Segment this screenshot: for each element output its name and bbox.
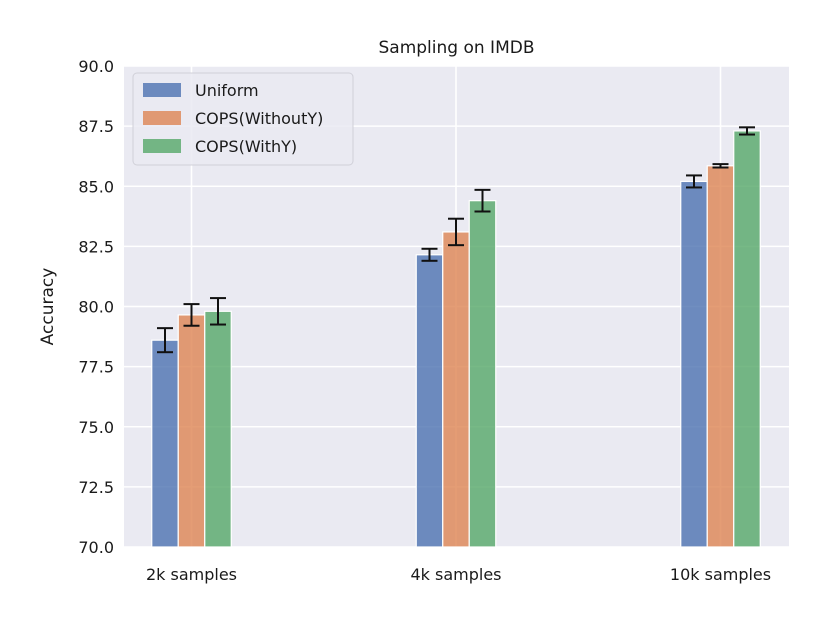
- error-bar: [712, 163, 729, 169]
- bar-cops-withouty-2: [706, 165, 735, 548]
- error-bars: [157, 126, 755, 354]
- legend-swatch: [143, 111, 181, 125]
- bar-cops-withy-2: [733, 130, 761, 548]
- error-bar: [157, 327, 173, 354]
- y-tick-label: 90.0: [78, 57, 114, 76]
- y-tick-label: 85.0: [78, 177, 114, 196]
- error-bar: [421, 247, 438, 262]
- legend-swatch: [143, 83, 181, 97]
- y-tick-label: 87.5: [78, 117, 114, 136]
- x-tick-label: 2k samples: [146, 565, 237, 584]
- error-bar: [183, 303, 200, 327]
- y-axis-label: Accuracy: [38, 268, 58, 346]
- bar-uniform-0: [151, 339, 179, 548]
- bar-cops-withouty-0: [177, 314, 206, 548]
- bar-cops-withy-0: [204, 310, 232, 548]
- bars: [151, 130, 761, 548]
- y-tick-label: 77.5: [78, 358, 114, 377]
- bar-cops-withouty-1: [442, 231, 470, 548]
- error-bar: [686, 174, 702, 189]
- legend-label: COPS(WithoutY): [195, 109, 323, 128]
- legend-label: Uniform: [195, 81, 259, 100]
- error-bar: [210, 297, 226, 326]
- bar-uniform-2: [680, 180, 708, 548]
- chart-title: Sampling on IMDB: [379, 38, 535, 58]
- error-bar: [739, 126, 755, 136]
- error-bar: [474, 188, 491, 213]
- y-tick-label: 72.5: [78, 478, 114, 497]
- x-tick-labels: 2k samples 4k samples 10k samples: [146, 565, 771, 584]
- y-tick-label: 75.0: [78, 418, 114, 437]
- x-tick-label: 10k samples: [670, 565, 771, 584]
- y-tick-label: 70.0: [78, 538, 114, 557]
- legend-swatch: [143, 139, 181, 153]
- y-tick-label: 82.5: [78, 237, 114, 256]
- legend: Uniform COPS(WithoutY) COPS(WithY): [132, 72, 354, 166]
- y-tick-label: 80.0: [78, 298, 114, 317]
- bar-uniform-1: [415, 254, 444, 548]
- legend-box: [132, 72, 354, 166]
- legend-label: COPS(WithY): [195, 137, 297, 156]
- y-tick-labels: 70.0 72.5 75.0 77.5 80.0 82.5 85.0 87.5 90.0: [78, 57, 114, 557]
- bar-cops-withy-1: [468, 200, 497, 548]
- error-bar: [448, 217, 464, 247]
- x-tick-label: 4k samples: [410, 565, 501, 584]
